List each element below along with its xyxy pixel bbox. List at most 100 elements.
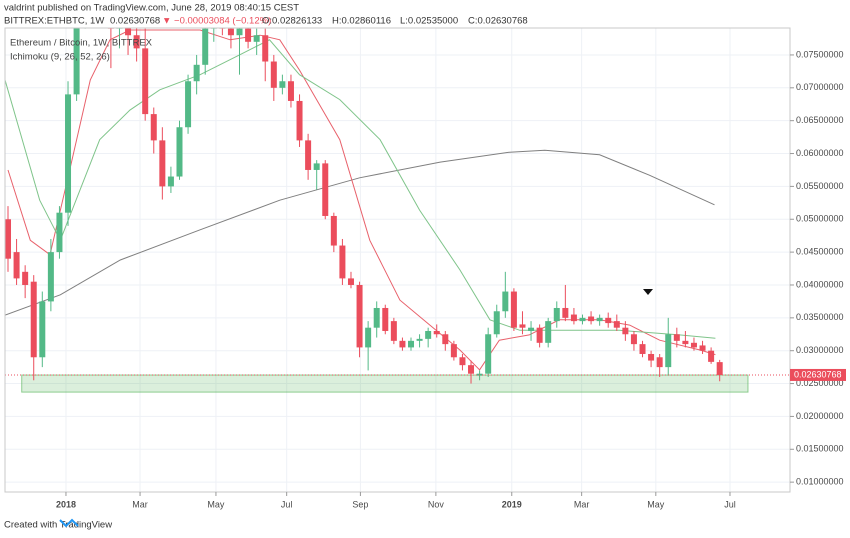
candle-body	[185, 81, 192, 128]
x-tick-label: Jul	[281, 499, 293, 509]
candle-body	[356, 284, 363, 348]
x-tick-label: May	[207, 499, 225, 509]
candle-body	[322, 163, 329, 216]
logo	[59, 518, 79, 528]
candle-body	[502, 291, 509, 312]
candle-body	[236, 28, 243, 36]
candle-body	[579, 317, 586, 322]
candle-body	[382, 307, 389, 331]
ohlc-low: L:0.02535000	[400, 16, 458, 27]
ohlc-open: O:0.02826133	[262, 16, 322, 27]
y-tick-label: 0.01500000	[796, 444, 844, 454]
x-tick-label: Sep	[352, 499, 368, 509]
indicator-label: Ichimoku (9, 26, 52, 26)	[10, 52, 110, 63]
plot	[5, 28, 790, 492]
x-tick-label: Jul	[724, 499, 736, 509]
change: ▼ −0.00003084 (−0.12%)	[162, 16, 271, 27]
candle-body	[176, 127, 183, 177]
candle-body	[665, 334, 672, 368]
candle-body	[425, 330, 432, 339]
candle-body	[125, 28, 132, 36]
candle-body	[193, 64, 200, 82]
candle-body	[202, 28, 209, 65]
candle-body	[510, 291, 517, 328]
candle-body	[459, 357, 466, 366]
candle-body	[545, 321, 552, 343]
y-tick-label: 0.01000000	[796, 477, 844, 487]
candle-body	[347, 278, 354, 285]
candle-body	[553, 307, 560, 322]
candle-body	[305, 140, 312, 170]
candle-body	[13, 252, 20, 279]
footer: Created with TradingView	[4, 520, 112, 531]
candle-body	[150, 114, 157, 141]
candle-body	[588, 316, 595, 322]
y-tick-label: 0.03000000	[796, 345, 844, 355]
candle-body	[159, 140, 166, 187]
x-tick-label: Nov	[428, 499, 445, 509]
candle-body	[5, 219, 12, 259]
symbol: BITTREX:ETHBTC, 1W	[4, 16, 104, 27]
candle-body	[519, 324, 526, 328]
indicator-line	[5, 149, 715, 316]
y-tick-label: 0.06500000	[796, 115, 844, 125]
x-tick-label: May	[647, 499, 665, 509]
candle-body	[390, 321, 397, 341]
candle-body	[622, 327, 629, 335]
y-tick-label: 0.02000000	[796, 411, 844, 421]
y-tick-label: 0.04000000	[796, 279, 844, 289]
candle-body	[493, 311, 500, 335]
candle-body	[613, 321, 620, 328]
candle-body	[562, 307, 569, 318]
x-tick-label: 2018	[56, 499, 76, 509]
y-tick-label: 0.05000000	[796, 214, 844, 224]
candle-body	[39, 301, 46, 358]
candle-body	[227, 28, 234, 36]
y-tick-label: 0.04500000	[796, 246, 844, 256]
candle-body	[673, 334, 680, 341]
y-tick-label: 0.03500000	[796, 312, 844, 322]
candle-body	[133, 35, 140, 49]
candle-body	[408, 340, 415, 348]
candle-body	[570, 314, 577, 322]
candle-body	[699, 345, 706, 351]
marker-arrow	[643, 289, 653, 295]
ohlc-close: C:0.02630768	[468, 16, 528, 27]
candle-body	[279, 81, 286, 88]
candle-body	[468, 365, 475, 374]
candle-body	[682, 340, 689, 345]
candle-body	[142, 48, 149, 115]
candle-body	[330, 215, 337, 246]
candle-body	[639, 344, 646, 354]
candle-body	[56, 212, 63, 253]
candle-body	[528, 327, 535, 331]
candle-body	[65, 94, 72, 213]
ohlc-high: H:0.02860116	[332, 16, 391, 27]
candle-body	[22, 271, 29, 285]
candle-body	[296, 100, 303, 141]
publisher: valdrint published on TradingView.com, J…	[4, 3, 299, 14]
candle-body	[373, 307, 380, 328]
candle-body	[416, 338, 423, 341]
candle-body	[30, 281, 37, 358]
candle-body	[450, 344, 457, 358]
support-zone	[21, 374, 749, 393]
candle-body	[605, 317, 612, 324]
x-tick-label: Mar	[574, 499, 590, 509]
candle-body	[73, 28, 80, 95]
candle-body	[708, 350, 715, 362]
candle-body	[648, 353, 655, 361]
candle-body	[442, 334, 449, 345]
last-price-box	[790, 368, 846, 381]
y-tick-label: 0.07500000	[796, 49, 844, 59]
indicator-line	[5, 39, 716, 339]
candle-body	[47, 252, 54, 302]
candle-body	[399, 340, 406, 348]
candle-body	[339, 245, 346, 279]
candle-body	[313, 163, 320, 170]
candle-body	[596, 317, 603, 322]
y-tick-label: 0.02500000	[796, 378, 844, 388]
y-tick-label: 0.05500000	[796, 181, 844, 191]
